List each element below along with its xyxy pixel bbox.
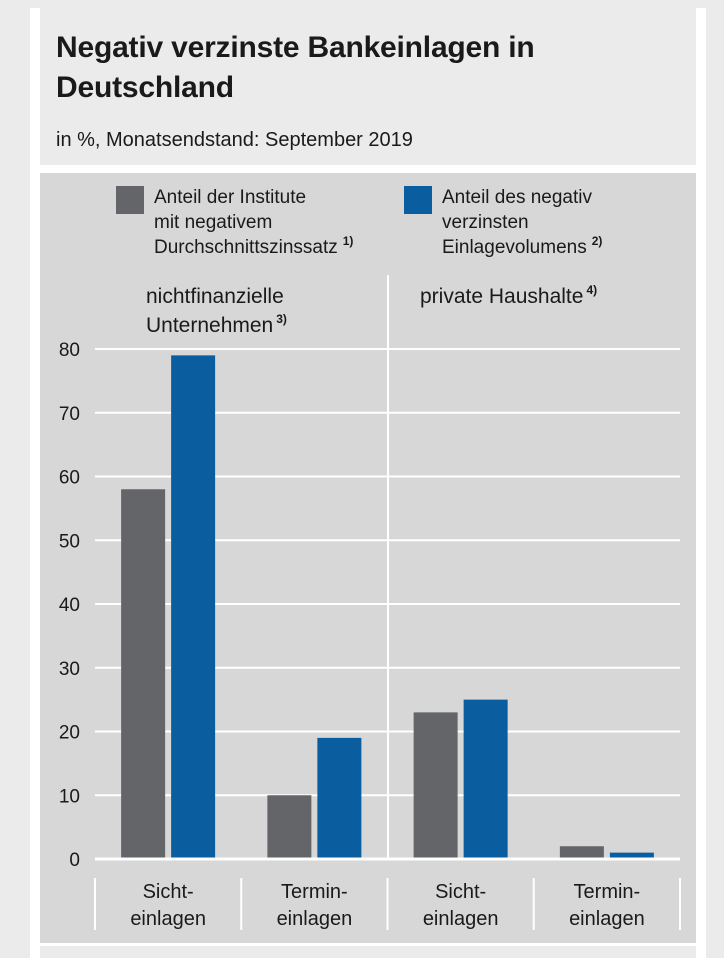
group-label-companies-line2: Unternehmen 3) (146, 312, 287, 337)
bar-s1-c3 (413, 712, 458, 859)
legend-label-volume-line3-text: Einlagevolumens (442, 237, 587, 258)
legend-label-volume-line1: Anteil des negativ (442, 187, 592, 208)
x-label-4-line2: einlagen (569, 908, 645, 930)
y-tick-10: 10 (59, 786, 80, 807)
x-label-3-line2: einlagen (423, 908, 499, 930)
chart-header: Negativ verzinste Bankeinlagen in Deutsc… (40, 8, 696, 165)
chart-title: Negativ verzinste Bankeinlagen in Deutsc… (56, 31, 535, 104)
legend-footnote-2: 2) (592, 234, 603, 248)
bar-s1-c2 (267, 795, 312, 859)
x-label-2-line1: Termin- (281, 881, 348, 903)
bottom-strip (40, 946, 696, 958)
x-label-2-line2: einlagen (277, 908, 353, 930)
y-tick-0: 0 (69, 850, 80, 871)
bar-s2-c1 (171, 355, 216, 859)
bar-s2-c3 (463, 699, 508, 859)
legend-footnote-1: 1) (343, 234, 354, 248)
y-tick-60: 60 (59, 468, 80, 489)
x-label-3-line1: Sicht- (435, 881, 486, 903)
group-footnote-3: 3) (276, 312, 287, 326)
legend: Anteil der Institute mit negativem Durch… (116, 186, 602, 258)
group-label-companies-line1: nichtfinanzielle (146, 285, 284, 308)
legend-label-institute-line3-text: Durchschnittszinssatz (154, 237, 338, 258)
group-footnote-4: 4) (586, 283, 597, 297)
legend-swatch-institute (116, 186, 144, 214)
legend-label-volume-line2: verzinsten (442, 212, 529, 233)
bar-s1-c1 (121, 489, 166, 859)
bars (121, 355, 654, 859)
legend-label-institute-line1: Anteil der Institute (154, 187, 306, 208)
y-tick-80: 80 (59, 340, 80, 361)
y-tick-50: 50 (59, 531, 80, 552)
group-label-households: private Haushalte 4) (420, 283, 597, 308)
y-tick-70: 70 (59, 404, 80, 425)
chart-frame: Negativ verzinste Bankeinlagen in Deutsc… (30, 8, 706, 958)
group-label-companies-line2-text: Unternehmen (146, 314, 273, 337)
y-tick-40: 40 (59, 595, 80, 616)
legend-label-institute-line3: Durchschnittszinssatz 1) (154, 234, 353, 258)
legend-swatch-volume (404, 186, 432, 214)
y-tick-30: 30 (59, 659, 80, 680)
group-label-households-text: private Haushalte (420, 285, 583, 308)
bar-s1-c4 (559, 846, 604, 859)
x-label-4-line1: Termin- (574, 881, 641, 903)
x-axis: Sicht-einlagen Termin-einlagen Sicht-einla… (94, 857, 681, 930)
y-tick-labels: 0 10 20 30 40 50 60 70 80 (59, 340, 80, 871)
legend-label-volume-line3: Einlagevolumens 2) (442, 234, 602, 258)
group-labels: nichtfinanzielle Unternehmen 3) private H… (146, 283, 597, 337)
x-label-1-line2: einlagen (130, 908, 206, 930)
y-tick-20: 20 (59, 723, 80, 744)
bar-s2-c2 (317, 737, 362, 859)
legend-label-institute-line2: mit negativem (154, 212, 272, 233)
bar-s2-c4 (609, 852, 654, 859)
chart-subtitle: in %, Monatsendstand: September 2019 (56, 129, 413, 151)
x-label-1-line1: Sicht- (143, 881, 194, 903)
